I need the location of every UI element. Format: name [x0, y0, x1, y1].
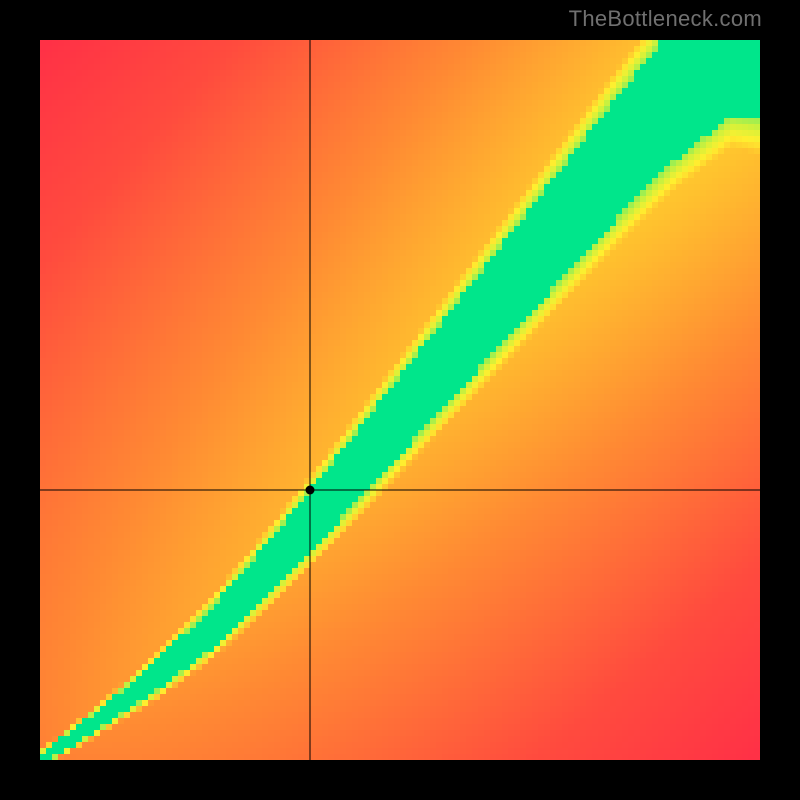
- data-point: [306, 486, 315, 495]
- watermark-text: TheBottleneck.com: [569, 6, 762, 32]
- plot-area: [40, 40, 760, 760]
- heatmap-cells: [40, 40, 760, 760]
- heatmap-svg: [40, 40, 760, 760]
- root: TheBottleneck.com: [0, 0, 800, 800]
